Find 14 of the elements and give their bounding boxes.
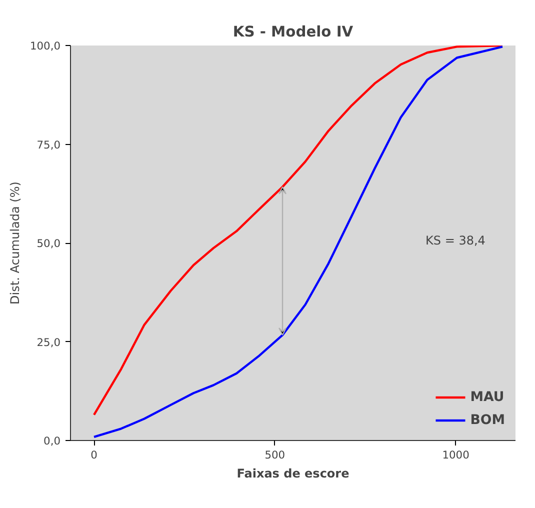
legend-label: BOM	[470, 412, 505, 428]
y-tick-label: 75,0	[36, 138, 61, 152]
x-tick-label: 0	[90, 448, 98, 462]
y-tick-label: 50,0	[36, 237, 61, 250]
annotation: KS = 38,4	[426, 234, 486, 248]
y-axis-title: Dist. Acumulada (%)	[8, 182, 22, 304]
y-tick-label: 0,0	[44, 434, 61, 448]
y-tick-label: 25,0	[36, 336, 61, 349]
chart-title: KS - Modelo IV	[232, 24, 354, 40]
x-axis-title: Faixas de escore	[236, 466, 350, 480]
legend-label: MAU	[470, 390, 504, 404]
y-tick-label: 100,0	[30, 40, 61, 52]
x-tick-label: 500	[264, 448, 286, 462]
x-tick-label: 1000	[442, 448, 470, 462]
